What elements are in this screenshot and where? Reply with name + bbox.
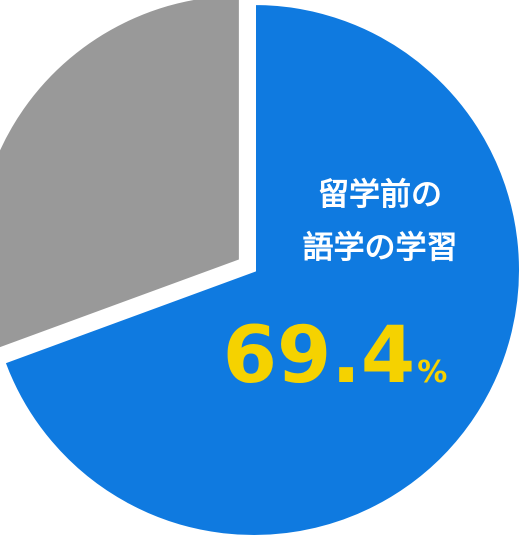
percentage-number: 69.4: [223, 311, 415, 401]
slice-label-line-1: 留学前の: [318, 177, 442, 213]
slice-label-line-2: 語学の学習: [303, 230, 458, 266]
pie-slice-1: [0, 0, 243, 352]
percentage-value: 69.4%: [223, 311, 448, 401]
main-slice-label: 留学前の 語学の学習 69.4%: [223, 177, 458, 401]
percentage-unit: %: [417, 355, 447, 390]
